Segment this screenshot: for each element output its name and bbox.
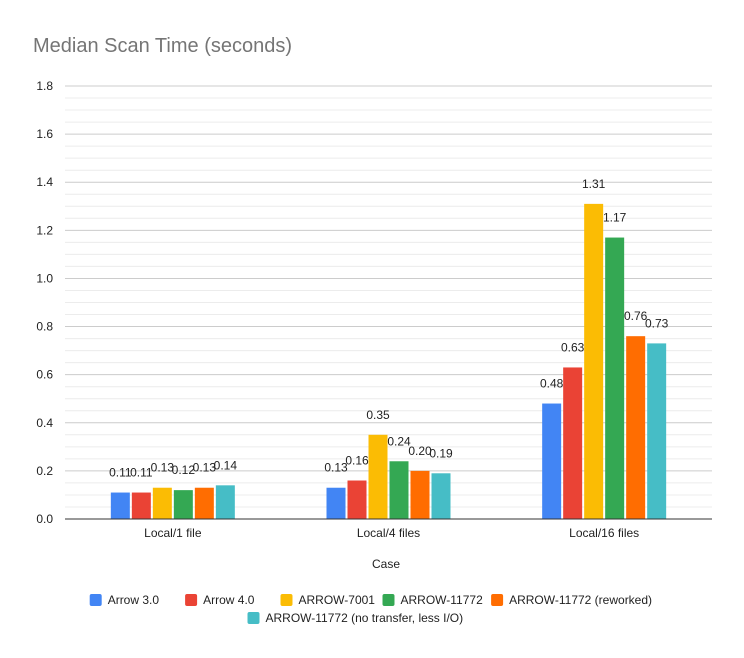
- legend-label: ARROW-7001: [299, 593, 376, 607]
- legend-item: ARROW-11772 (reworked): [491, 593, 652, 607]
- bar: [542, 403, 562, 519]
- bar: [431, 473, 451, 519]
- y-tick-label: 1.6: [36, 127, 53, 141]
- data-label: 0.16: [345, 454, 369, 468]
- legend-item: Arrow 3.0: [89, 593, 160, 607]
- bar: [347, 480, 367, 519]
- legend-swatch: [247, 612, 260, 624]
- bar: [410, 470, 430, 519]
- y-tick-label: 0.2: [36, 464, 53, 478]
- x-tick-label: Local/16 files: [569, 526, 639, 540]
- data-label: 0.13: [193, 461, 217, 475]
- data-label: 0.11: [130, 466, 153, 480]
- data-label: 1.31: [582, 177, 606, 191]
- y-axis: 0.0 0.2 0.4 0.6 0.8 1.0 1.2 1.4 1.6 1.8: [36, 79, 53, 526]
- data-label: 0.63: [561, 340, 585, 354]
- bar: [194, 487, 214, 519]
- legend-item: ARROW-11772 (no transfer, less I/O): [247, 611, 464, 625]
- legend-label: Arrow 3.0: [108, 593, 160, 607]
- bar: [326, 487, 346, 519]
- bar: [131, 492, 151, 519]
- data-label: 0.13: [151, 461, 175, 475]
- legend-label: Arrow 4.0: [203, 593, 255, 607]
- bar: [110, 492, 130, 519]
- legend-swatch: [491, 594, 504, 606]
- y-tick-label: 1.0: [36, 271, 53, 285]
- legend-swatch: [382, 594, 395, 606]
- data-label: 0.13: [324, 461, 348, 475]
- data-label: 0.48: [540, 377, 564, 391]
- data-label: 1.17: [603, 211, 627, 225]
- data-label: 0.11: [109, 466, 132, 480]
- bar: [173, 490, 193, 519]
- data-label: 0.73: [645, 316, 669, 330]
- bar: [605, 237, 625, 520]
- y-tick-label: 0.4: [36, 416, 53, 430]
- data-label: 0.76: [624, 309, 648, 323]
- legend-swatch: [185, 594, 198, 606]
- data-label: 0.35: [366, 408, 390, 422]
- bar: [152, 487, 172, 519]
- legend-swatch: [280, 594, 293, 606]
- x-axis: Local/1 file Local/4 files Local/16 files: [65, 518, 712, 540]
- legend-item: Arrow 4.0: [185, 593, 255, 607]
- bar: [368, 434, 388, 519]
- bar: [626, 336, 646, 519]
- x-axis-title: Case: [372, 557, 400, 571]
- data-label: 0.20: [408, 444, 432, 458]
- x-tick-label: Local/1 file: [144, 526, 202, 540]
- bar: [563, 367, 583, 519]
- data-label: 0.19: [429, 446, 453, 460]
- legend-label: ARROW-11772 (no transfer, less I/O): [266, 611, 464, 625]
- legend-label: ARROW-11772 (reworked): [509, 593, 652, 607]
- data-labels: 0.110.110.130.120.130.14 0.130.160.350.24…: [109, 177, 669, 480]
- x-tick-label: Local/4 files: [357, 526, 420, 540]
- bar: [647, 343, 667, 519]
- legend-item: ARROW-7001: [280, 593, 376, 607]
- data-label: 0.14: [214, 458, 238, 472]
- y-tick-label: 0.8: [36, 320, 53, 334]
- gridlines: [65, 85, 712, 520]
- bar: [584, 203, 604, 519]
- legend: Arrow 3.0 Arrow 4.0 ARROW-7001 ARROW-11772 A…: [89, 593, 652, 625]
- bar: [215, 485, 235, 519]
- legend-label: ARROW-11772: [401, 593, 484, 607]
- bar: [389, 461, 409, 519]
- data-label: 0.12: [172, 463, 196, 477]
- y-tick-label: 1.4: [36, 175, 53, 189]
- y-tick-label: 0.0: [36, 512, 53, 526]
- legend-swatch: [89, 594, 102, 606]
- chart-title: Median Scan Time (seconds): [33, 35, 292, 57]
- bars: [110, 203, 667, 520]
- y-tick-label: 1.8: [36, 79, 53, 93]
- y-tick-label: 1.2: [36, 223, 53, 237]
- y-tick-label: 0.6: [36, 368, 53, 382]
- data-label: 0.24: [387, 434, 411, 448]
- legend-item: ARROW-11772: [382, 593, 484, 607]
